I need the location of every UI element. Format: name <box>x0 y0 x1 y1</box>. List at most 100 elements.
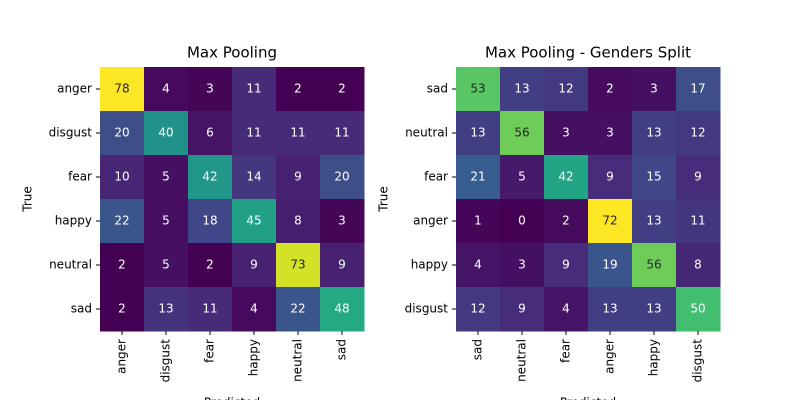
x-tick-label: disgust <box>691 339 705 383</box>
heatmap-cell <box>456 287 501 332</box>
heatmap-cell <box>676 111 721 156</box>
heatmap-cell <box>500 155 545 200</box>
cell-label: 11 <box>290 126 305 140</box>
cell-label: 3 <box>518 258 526 272</box>
heatmap-cell <box>588 111 633 156</box>
heatmap-cell <box>188 243 233 288</box>
cell-label: 45 <box>246 214 261 228</box>
cell-label: 9 <box>562 258 570 272</box>
x-tick-label: fear <box>559 339 573 363</box>
heatmap-cell <box>232 155 277 200</box>
heatmap-cell <box>144 111 189 156</box>
heatmap-cell <box>144 67 189 112</box>
heatmap-cell <box>544 111 589 156</box>
cell-label: 19 <box>602 258 617 272</box>
chart-title: Max Pooling <box>187 44 277 62</box>
cell-label: 2 <box>294 82 302 96</box>
heatmap-cell <box>144 199 189 244</box>
heatmap-cell <box>632 199 677 244</box>
cell-label: 48 <box>334 302 349 316</box>
cell-label: 11 <box>202 302 217 316</box>
heatmap-cell <box>544 199 589 244</box>
cell-label: 21 <box>470 170 485 184</box>
y-tick-label: happy <box>411 258 448 272</box>
cell-label: 11 <box>334 126 349 140</box>
cell-label: 42 <box>558 170 573 184</box>
cell-label: 3 <box>562 126 570 140</box>
heatmap-cell <box>500 111 545 156</box>
heatmap-cell <box>676 199 721 244</box>
cell-label: 13 <box>646 302 661 316</box>
heatmap-cell <box>276 67 321 112</box>
heatmap-cell <box>456 155 501 200</box>
cell-label: 2 <box>562 214 570 228</box>
cell-label: 5 <box>162 214 170 228</box>
cell-label: 78 <box>114 82 129 96</box>
chart-title: Max Pooling - Genders Split <box>485 44 691 62</box>
y-tick-label: anger <box>413 214 448 228</box>
y-tick-label: fear <box>424 170 448 184</box>
cell-label: 40 <box>158 126 173 140</box>
heatmap-cell <box>320 155 365 200</box>
cell-label: 15 <box>646 170 661 184</box>
cell-label: 13 <box>646 214 661 228</box>
heatmap-cell <box>276 155 321 200</box>
heatmap-cell <box>100 111 145 156</box>
cell-label: 12 <box>558 82 573 96</box>
cell-label: 4 <box>474 258 482 272</box>
y-tick-label: disgust <box>405 302 449 316</box>
heatmap-cell <box>588 287 633 332</box>
cell-label: 11 <box>246 82 261 96</box>
heatmap-cell <box>632 243 677 288</box>
heatmap-cell <box>276 199 321 244</box>
heatmap-cell <box>320 243 365 288</box>
cell-label: 11 <box>246 126 261 140</box>
x-tick-label: sad <box>335 339 349 360</box>
cell-label: 5 <box>518 170 526 184</box>
cell-label: 3 <box>206 82 214 96</box>
cell-label: 56 <box>646 258 661 272</box>
cell-label: 13 <box>646 126 661 140</box>
cell-label: 2 <box>118 302 126 316</box>
cell-label: 12 <box>690 126 705 140</box>
cell-label: 5 <box>162 258 170 272</box>
heatmap-cell <box>276 111 321 156</box>
cell-label: 20 <box>334 170 349 184</box>
cell-label: 53 <box>470 82 485 96</box>
heatmap-cell <box>632 287 677 332</box>
heatmap-cell <box>100 243 145 288</box>
cell-label: 9 <box>294 170 302 184</box>
heatmap-cell <box>144 155 189 200</box>
cell-label: 2 <box>118 258 126 272</box>
heatmap-cell <box>500 199 545 244</box>
cell-label: 9 <box>694 170 702 184</box>
heatmap-cell <box>456 199 501 244</box>
cell-label: 17 <box>690 82 705 96</box>
heatmap-cell <box>188 111 233 156</box>
cell-label: 13 <box>514 82 529 96</box>
cell-label: 3 <box>650 82 658 96</box>
cell-label: 42 <box>202 170 217 184</box>
heatmap-cell <box>588 155 633 200</box>
cell-label: 12 <box>470 302 485 316</box>
cell-label: 9 <box>606 170 614 184</box>
heatmap-cell <box>456 243 501 288</box>
y-tick-label: anger <box>57 82 92 96</box>
y-axis-label: True <box>21 186 35 213</box>
heatmap-cell <box>544 67 589 112</box>
heatmap-cell <box>144 243 189 288</box>
heatmap-cell <box>676 287 721 332</box>
heatmap-cell <box>676 67 721 112</box>
x-tick-label: happy <box>247 339 261 376</box>
heatmap-cell <box>588 199 633 244</box>
heatmap-cell <box>588 67 633 112</box>
x-tick-label: sad <box>471 339 485 360</box>
heatmap-cell <box>276 243 321 288</box>
x-axis-label: Predicted <box>204 396 260 401</box>
heatmap-cell <box>544 155 589 200</box>
x-tick-label: neutral <box>515 339 529 382</box>
heatmap-cell <box>232 199 277 244</box>
cell-label: 2 <box>206 258 214 272</box>
heatmap-cell <box>100 199 145 244</box>
heatmap-cell <box>676 155 721 200</box>
